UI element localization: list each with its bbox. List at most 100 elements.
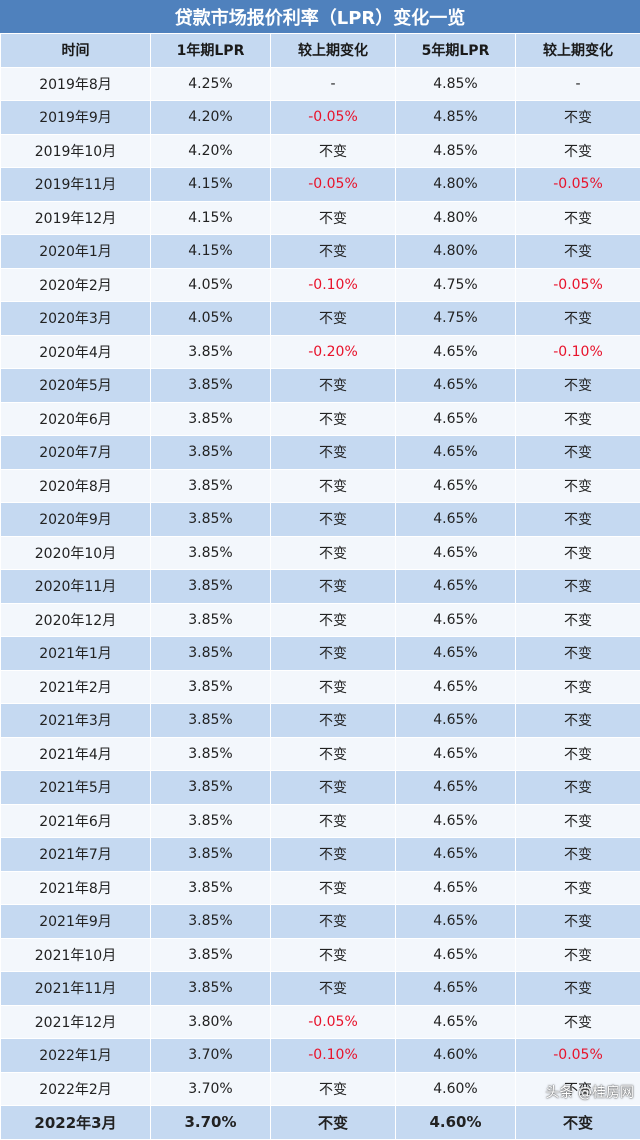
cell-time: 2019年10月 — [1, 134, 151, 168]
cell-time: 2022年2月 — [1, 1072, 151, 1106]
cell-5y-change: 不变 — [516, 369, 640, 403]
cell-time: 2020年2月 — [1, 268, 151, 302]
header-5y-change: 较上期变化 — [516, 34, 640, 68]
cell-1y-lpr: 3.85% — [151, 402, 271, 436]
cell-5y-change: 不变 — [516, 469, 640, 503]
cell-1y-change: -0.05% — [271, 168, 396, 202]
cell-5y-lpr: 4.65% — [396, 804, 516, 838]
cell-1y-lpr: 4.15% — [151, 201, 271, 235]
cell-time: 2019年11月 — [1, 168, 151, 202]
cell-5y-change: 不变 — [516, 704, 640, 738]
cell-5y-change: 不变 — [516, 737, 640, 771]
cell-5y-lpr: 4.80% — [396, 168, 516, 202]
cell-1y-lpr: 3.85% — [151, 503, 271, 537]
cell-time: 2021年7月 — [1, 838, 151, 872]
cell-1y-change: 不变 — [271, 469, 396, 503]
cell-5y-lpr: 4.65% — [396, 335, 516, 369]
cell-5y-change: -0.05% — [516, 1039, 640, 1073]
cell-1y-change: 不变 — [271, 972, 396, 1006]
cell-1y-change: 不变 — [271, 737, 396, 771]
cell-1y-lpr: 4.15% — [151, 168, 271, 202]
cell-1y-change: 不变 — [271, 603, 396, 637]
cell-5y-change: 不变 — [516, 201, 640, 235]
cell-1y-change: 不变 — [271, 771, 396, 805]
cell-5y-lpr: 4.80% — [396, 235, 516, 269]
cell-1y-lpr: 3.70% — [151, 1039, 271, 1073]
cell-5y-change: -0.05% — [516, 168, 640, 202]
cell-time: 2021年10月 — [1, 938, 151, 972]
cell-5y-lpr: 4.60% — [396, 1072, 516, 1106]
cell-5y-change: 不变 — [516, 134, 640, 168]
cell-1y-change: 不变 — [271, 369, 396, 403]
cell-1y-lpr: 4.20% — [151, 134, 271, 168]
cell-1y-change: 不变 — [271, 235, 396, 269]
cell-1y-lpr: 3.85% — [151, 905, 271, 939]
cell-1y-lpr: 3.85% — [151, 938, 271, 972]
cell-5y-change: 不变 — [516, 637, 640, 671]
cell-1y-change: 不变 — [271, 402, 396, 436]
cell-5y-lpr: 4.65% — [396, 938, 516, 972]
cell-1y-change: 不变 — [271, 905, 396, 939]
cell-1y-lpr: 3.85% — [151, 871, 271, 905]
cell-5y-lpr: 4.75% — [396, 302, 516, 336]
cell-5y-change: 不变 — [516, 871, 640, 905]
cell-time: 2020年1月 — [1, 235, 151, 269]
cell-5y-change: 不变 — [516, 436, 640, 470]
cell-5y-lpr: 4.65% — [396, 570, 516, 604]
cell-time: 2020年10月 — [1, 536, 151, 570]
watermark: 头条 @桂房网 — [546, 1082, 634, 1102]
cell-time: 2022年3月 — [1, 1106, 151, 1140]
cell-1y-change: -0.10% — [271, 268, 396, 302]
cell-5y-lpr: 4.65% — [396, 838, 516, 872]
cell-time: 2020年4月 — [1, 335, 151, 369]
header-1y-lpr: 1年期LPR — [151, 34, 271, 68]
cell-1y-change: 不变 — [271, 804, 396, 838]
cell-1y-change: 不变 — [271, 704, 396, 738]
cell-1y-change: 不变 — [271, 1072, 396, 1106]
cell-1y-change: 不变 — [271, 134, 396, 168]
cell-1y-lpr: 4.15% — [151, 235, 271, 269]
cell-time: 2021年8月 — [1, 871, 151, 905]
cell-1y-lpr: 3.70% — [151, 1106, 271, 1140]
cell-5y-lpr: 4.65% — [396, 704, 516, 738]
cell-1y-change: 不变 — [271, 637, 396, 671]
header-1y-change: 较上期变化 — [271, 34, 396, 68]
table-title: 贷款市场报价利率（LPR）变化一览 — [0, 0, 640, 33]
cell-5y-lpr: 4.65% — [396, 536, 516, 570]
cell-5y-lpr: 4.60% — [396, 1106, 516, 1140]
cell-1y-lpr: 3.85% — [151, 536, 271, 570]
cell-1y-change: 不变 — [271, 536, 396, 570]
cell-time: 2021年6月 — [1, 804, 151, 838]
cell-5y-lpr: 4.65% — [396, 871, 516, 905]
cell-5y-change: 不变 — [516, 670, 640, 704]
cell-time: 2020年8月 — [1, 469, 151, 503]
cell-5y-lpr: 4.75% — [396, 268, 516, 302]
cell-5y-change: -0.10% — [516, 335, 640, 369]
cell-1y-lpr: 3.85% — [151, 603, 271, 637]
cell-1y-lpr: 3.70% — [151, 1072, 271, 1106]
cell-1y-change: - — [271, 67, 396, 101]
cell-5y-change: 不变 — [516, 838, 640, 872]
cell-5y-lpr: 4.80% — [396, 201, 516, 235]
cell-1y-lpr: 4.05% — [151, 302, 271, 336]
cell-5y-lpr: 4.65% — [396, 670, 516, 704]
cell-time: 2021年2月 — [1, 670, 151, 704]
cell-1y-change: 不变 — [271, 871, 396, 905]
cell-1y-lpr: 3.85% — [151, 771, 271, 805]
cell-time: 2021年5月 — [1, 771, 151, 805]
cell-5y-change: 不变 — [516, 972, 640, 1006]
cell-5y-change: 不变 — [516, 771, 640, 805]
cell-1y-lpr: 4.20% — [151, 101, 271, 135]
